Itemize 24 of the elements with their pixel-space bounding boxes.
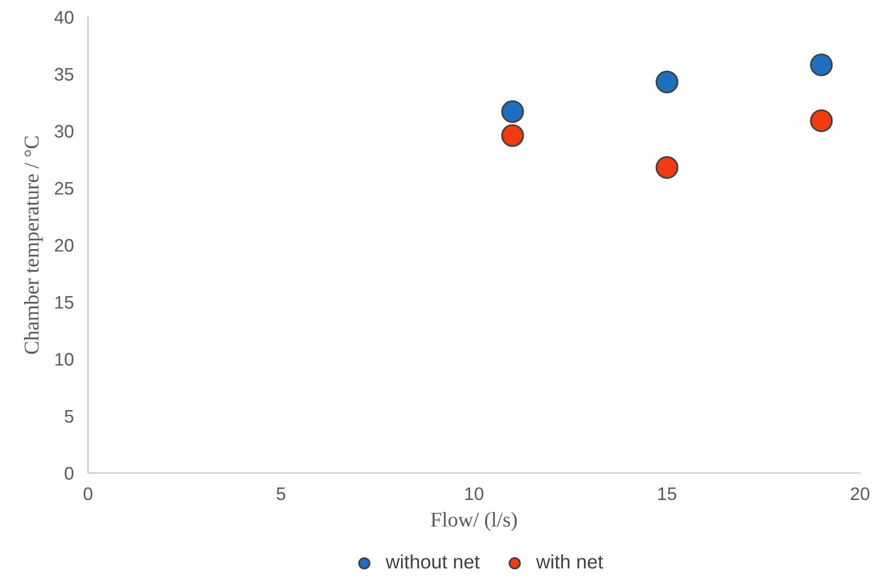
- x-tick-label: 20: [850, 487, 870, 500]
- x-tick-label: 10: [465, 487, 484, 500]
- y-tick-label: 0: [64, 466, 74, 480]
- y-tick-label: 15: [55, 296, 74, 309]
- y-tick-label: 30: [54, 124, 74, 138]
- legend-label: without net: [386, 554, 480, 569]
- y-axis-title: Chamber temperature / °C: [24, 136, 43, 354]
- legend-label: with net: [536, 554, 603, 569]
- point: [656, 70, 678, 94]
- y-tick-label: 40: [54, 10, 74, 24]
- x-axis-title: Flow/ (l/s): [430, 512, 517, 531]
- y-tick-label: 10: [55, 352, 74, 366]
- point: [501, 100, 524, 123]
- y-tick-label: 20: [54, 238, 74, 252]
- y-tick-label: 25: [54, 182, 74, 195]
- y-tick-label: 35: [54, 68, 74, 81]
- point: [810, 54, 833, 76]
- x-tick-label: 0: [84, 487, 92, 500]
- x-tick-label: 5: [276, 488, 286, 500]
- point: [656, 156, 678, 179]
- y-tick-label: 5: [64, 410, 74, 423]
- point: [810, 109, 833, 132]
- point: [501, 124, 524, 147]
- x-tick-label: 15: [658, 488, 676, 500]
